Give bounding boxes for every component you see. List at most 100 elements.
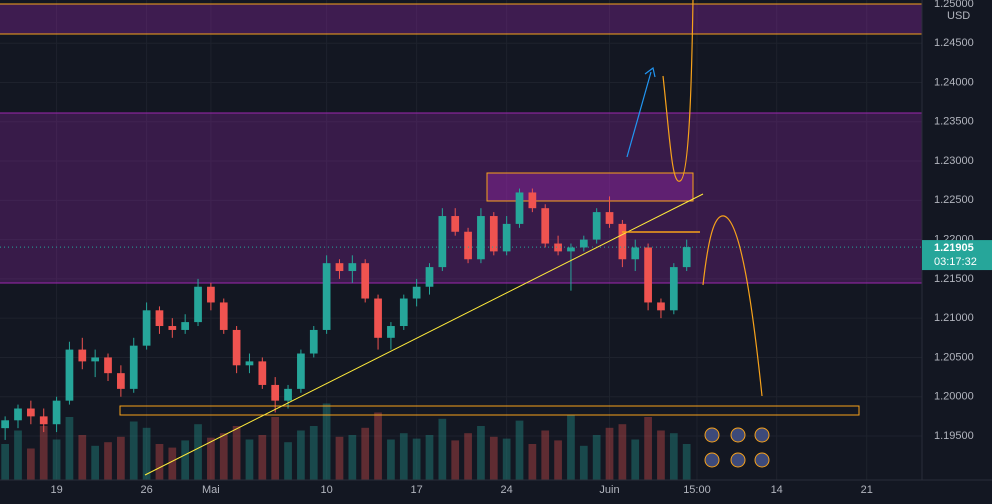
x-tick-label: 15:00 — [683, 484, 711, 496]
volume-bar — [181, 440, 190, 480]
volume-bar — [438, 418, 447, 480]
volume-bar — [117, 436, 125, 480]
volume-bar — [284, 442, 292, 480]
zones — [0, 3, 922, 284]
candle-body — [489, 216, 498, 252]
candle-body — [78, 349, 87, 362]
volume-bar — [129, 421, 138, 480]
volume-bar — [104, 442, 112, 480]
volume-bar — [567, 415, 575, 480]
volume-bar — [451, 440, 460, 480]
volumes — [1, 403, 691, 480]
candle-body — [567, 247, 575, 252]
candle-body — [104, 357, 112, 374]
candle-body — [219, 302, 228, 330]
event-icon — [704, 427, 720, 443]
y-tick-label: 1.21000 — [934, 312, 974, 324]
candle-body — [194, 286, 202, 323]
candle-body — [322, 263, 331, 330]
last-price-badge — [922, 240, 992, 271]
volume-bar — [477, 426, 485, 480]
x-tick-label: 26 — [140, 484, 152, 496]
candle-body — [528, 192, 537, 209]
candle-body — [657, 302, 665, 311]
countdown: 03:17:32 — [934, 256, 977, 268]
candle-body — [644, 247, 652, 303]
volume-bar — [297, 430, 305, 480]
volume-bar — [631, 439, 640, 480]
x-tick-label: 14 — [771, 484, 783, 496]
candle-body — [65, 349, 74, 401]
y-tick-label: 1.23000 — [934, 155, 974, 167]
volume-bar — [258, 435, 267, 480]
event-icon — [754, 427, 770, 443]
candle-body — [245, 361, 254, 366]
volume-bar — [78, 435, 87, 480]
candle-body — [592, 212, 601, 240]
candle-body — [464, 231, 472, 260]
y-tick-label: 1.20500 — [934, 351, 974, 363]
x-tick-label: 24 — [501, 484, 513, 496]
volume-bar — [65, 417, 74, 480]
x-tick-label: Juin — [599, 484, 619, 496]
x-tick-label: 10 — [320, 484, 332, 496]
drawings — [119, 0, 860, 476]
y-tick-label: 1.24000 — [934, 76, 974, 88]
y-tick-label: 1.25000 — [934, 0, 974, 10]
volume-bar — [335, 436, 344, 480]
volume-bar — [219, 433, 228, 480]
x-tick-label: 17 — [411, 484, 423, 496]
candle-body — [618, 223, 627, 260]
volume-bar — [554, 440, 562, 480]
volume-bar — [412, 438, 421, 480]
candle-body — [309, 329, 318, 354]
candle-body — [155, 310, 164, 327]
candle-body — [335, 263, 344, 272]
candle-body — [117, 373, 125, 389]
candle-body — [631, 247, 640, 260]
volume-bar — [142, 427, 151, 480]
y-tick-label: 1.19500 — [934, 430, 974, 442]
volume-bar — [387, 439, 395, 480]
candle-body — [541, 208, 550, 244]
candle-body — [554, 243, 562, 252]
volume-bar — [669, 433, 678, 480]
volume-bar — [644, 417, 652, 480]
volume-bar — [464, 433, 472, 480]
event-icon — [730, 427, 746, 443]
candle-body — [39, 416, 48, 425]
candle-body — [412, 286, 421, 299]
candle-body — [682, 247, 691, 268]
candle-body — [451, 216, 460, 232]
volume-bar — [168, 447, 177, 480]
candle-body — [477, 216, 485, 260]
volume-bar — [245, 439, 254, 480]
candle-body — [361, 263, 370, 299]
candle-body — [387, 326, 395, 338]
y-tick-label: 1.22500 — [934, 194, 974, 206]
arrow-head — [644, 66, 656, 78]
candle-body — [284, 388, 292, 401]
support-box — [119, 405, 860, 416]
axis: 1.195001.200001.205001.210001.215001.220… — [50, 0, 973, 496]
projection-curve — [662, 0, 694, 182]
volume-bar — [502, 438, 511, 480]
volume-bar — [39, 426, 48, 480]
candle-body — [142, 310, 151, 346]
candle-body — [399, 298, 408, 327]
volume-bar — [155, 444, 164, 480]
volume-bar — [515, 420, 524, 480]
candle-body — [91, 357, 100, 362]
candle-body — [515, 192, 524, 224]
zone-middle — [0, 113, 922, 283]
volume-bar — [399, 433, 408, 480]
candle-body — [129, 345, 138, 389]
y-tick-label: 1.24500 — [934, 37, 974, 49]
volume-bar — [489, 436, 498, 480]
candle-body — [181, 322, 190, 330]
candle-body — [374, 298, 382, 338]
event-icons — [704, 427, 770, 468]
y-tick-label: 1.23500 — [934, 116, 974, 128]
volume-bar — [27, 448, 35, 480]
